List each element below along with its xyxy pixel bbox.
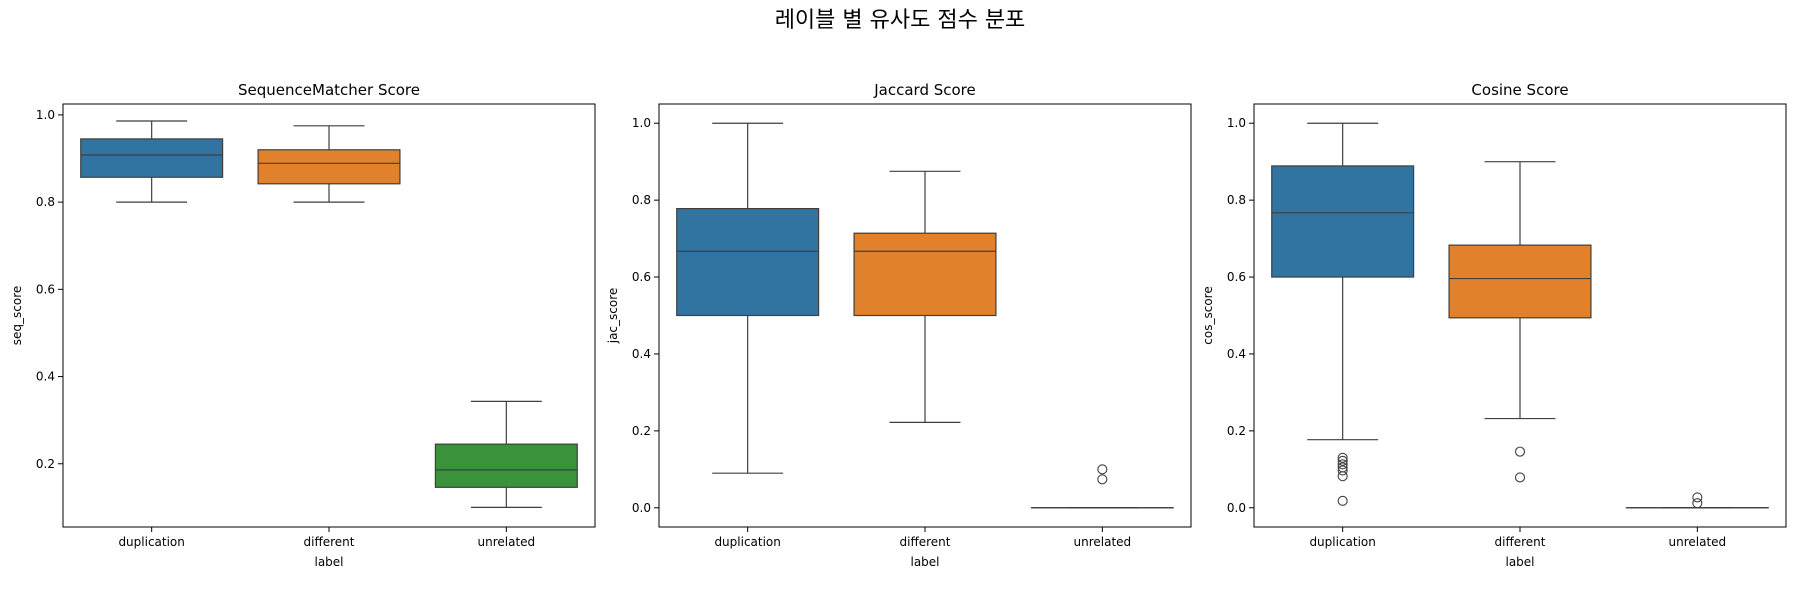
box-body <box>80 138 224 178</box>
outlier-point <box>1337 495 1348 506</box>
outlier-point <box>1514 446 1526 457</box>
y-tick-label: 0.4 <box>1227 347 1246 361</box>
box-different <box>1448 161 1592 483</box>
y-tick-label: 0.4 <box>36 370 55 384</box>
panel-2: 0.0 0.2 0.4 0.6 0.8 1.0 duplication different un… <box>606 81 1192 569</box>
panel-3: 0.0 0.2 0.4 0.6 0.8 1.0 duplication different un… <box>1201 81 1787 569</box>
box-duplication <box>1271 122 1415 506</box>
outlier-point <box>1514 472 1526 483</box>
y-tick-label: 0.2 <box>36 457 55 471</box>
outlier-point <box>1337 471 1348 482</box>
panel-title: Cosine Score <box>1471 81 1568 99</box>
box-unrelated <box>1625 492 1769 509</box>
box-body <box>1271 165 1415 278</box>
box-body <box>676 207 820 317</box>
outlier-point <box>1337 465 1348 476</box>
x-tick-label: unrelated <box>478 535 536 549</box>
box-body <box>257 149 401 185</box>
y-axis-label: jac_score <box>606 288 620 345</box>
outlier-point <box>1097 474 1108 485</box>
figure-title: 레이블 별 유사도 점수 분포 <box>775 8 1026 33</box>
outlier-point <box>1692 492 1703 503</box>
x-tick-label: unrelated <box>1074 535 1132 549</box>
y-tick-label: 0.4 <box>632 347 651 361</box>
box-duplication <box>80 120 224 203</box>
box-unrelated <box>1030 464 1174 509</box>
outlier-point <box>1692 498 1703 509</box>
y-tick-label: 0.2 <box>632 424 651 438</box>
x-tick-label: different <box>900 535 951 549</box>
x-tick-label: duplication <box>1309 535 1375 549</box>
y-tick-label: 1.0 <box>1227 116 1246 130</box>
box-different <box>853 170 997 424</box>
box-different <box>257 125 401 203</box>
x-tick-label: duplication <box>118 535 184 549</box>
outlier-point <box>1337 459 1348 470</box>
x-tick-label: unrelated <box>1669 535 1727 549</box>
box-body <box>853 232 997 317</box>
outlier-point <box>1337 452 1348 463</box>
x-axis-label: label <box>1505 555 1534 569</box>
y-tick-label: 1.0 <box>36 108 55 122</box>
y-tick-label: 0.6 <box>1227 270 1246 284</box>
box-duplication <box>676 122 820 474</box>
y-tick-label: 0.0 <box>632 501 651 515</box>
y-tick-label: 0.6 <box>36 282 55 296</box>
x-axis-label: label <box>314 555 343 569</box>
y-tick-label: 0.2 <box>1227 424 1246 438</box>
y-axis-label: cos_score <box>1201 286 1215 344</box>
y-tick-label: 0.0 <box>1227 501 1246 515</box>
outlier-point <box>1337 455 1348 466</box>
box-body <box>1448 244 1592 319</box>
y-tick-label: 0.8 <box>632 193 651 207</box>
box-body <box>434 443 578 488</box>
y-tick-label: 0.6 <box>632 270 651 284</box>
panel-title: SequenceMatcher Score <box>238 81 420 99</box>
x-tick-label: different <box>1495 535 1546 549</box>
x-tick-label: duplication <box>714 535 780 549</box>
x-axis-label: label <box>910 555 939 569</box>
panels: 0.2 0.4 0.6 0.8 1.0 duplication different unrel… <box>10 81 1787 569</box>
y-axis-label: seq_score <box>10 286 24 346</box>
y-tick-label: 1.0 <box>632 116 651 130</box>
panel-title: Jaccard Score <box>873 81 976 99</box>
x-tick-label: different <box>304 535 355 549</box>
box-unrelated <box>434 400 578 508</box>
outlier-point <box>1097 464 1108 475</box>
panel-1: 0.2 0.4 0.6 0.8 1.0 duplication different unrel… <box>10 81 596 569</box>
y-tick-label: 0.8 <box>1227 193 1246 207</box>
y-tick-label: 0.8 <box>36 195 55 209</box>
